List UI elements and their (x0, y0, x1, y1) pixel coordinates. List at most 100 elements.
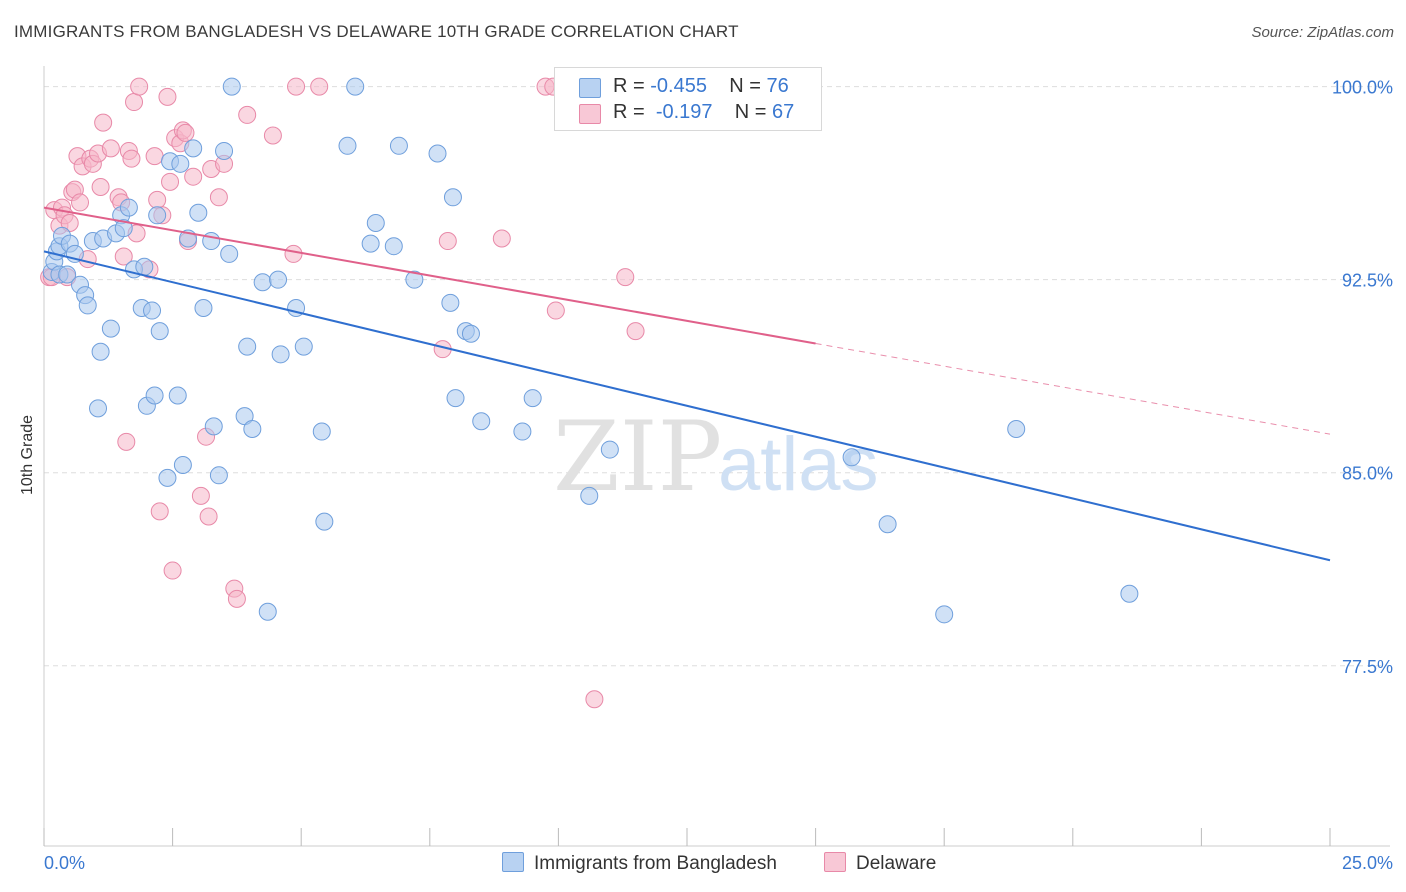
legend-n-value: 76 (766, 75, 789, 97)
delaware-point (145, 147, 164, 166)
delaware-point (148, 190, 167, 209)
legend-r-label: R = (613, 75, 645, 97)
bangladesh-point (1120, 584, 1139, 603)
bangladesh-point (384, 237, 403, 256)
delaware-point (150, 502, 169, 521)
legend-n-label: N = (734, 101, 767, 123)
delaware-point (122, 149, 141, 168)
delaware-point (158, 87, 177, 106)
bangladesh-point (441, 293, 460, 312)
delaware-point (287, 77, 306, 96)
delaware-trend-line (43, 206, 816, 345)
bangladesh-point (428, 144, 447, 163)
bangladesh-point (935, 605, 954, 624)
bangladesh-point (842, 448, 861, 467)
bangladesh-point (600, 440, 619, 459)
delaware-point (209, 188, 228, 207)
bangladesh-point (294, 337, 313, 356)
bangladesh-point (238, 337, 257, 356)
y-tick-label: 92.5% (1342, 271, 1393, 291)
bangladesh-point (204, 417, 223, 436)
bangladesh-point (222, 77, 241, 96)
delaware-point (284, 244, 303, 263)
delaware-point (616, 268, 635, 287)
bangladesh-point (513, 422, 532, 441)
bottom-legend-swatch-blue (502, 852, 524, 872)
bangladesh-point (158, 468, 177, 487)
y-tick-label: 100.0% (1332, 78, 1393, 98)
bangladesh-point (184, 139, 203, 158)
delaware-point (125, 93, 144, 112)
delaware-point (130, 77, 149, 96)
bangladesh-point (472, 412, 491, 431)
bottom-legend-label: Immigrants from Bangladesh (534, 853, 777, 874)
x-tick-label: 0.0% (44, 853, 85, 873)
delaware-point (492, 229, 511, 248)
delaware-point (438, 232, 457, 251)
delaware-point (585, 690, 604, 709)
delaware-points (40, 77, 645, 709)
bangladesh-point (253, 273, 272, 292)
bangladesh-point (101, 319, 120, 338)
bangladesh-point (119, 198, 138, 217)
bottom-legend-swatch-pink (824, 852, 846, 872)
bangladesh-point (91, 342, 110, 361)
bangladesh-point (315, 512, 334, 531)
delaware-point (94, 113, 113, 132)
legend-swatch-blue (579, 78, 601, 98)
y-tick-label: 77.5% (1342, 657, 1393, 677)
delaware-point (114, 247, 133, 266)
trend-lines (43, 206, 1331, 562)
bangladesh-point (148, 206, 167, 225)
bangladesh-point (194, 298, 213, 317)
bangladesh-point (312, 422, 331, 441)
bangladesh-point (580, 486, 599, 505)
bangladesh-point (338, 136, 357, 155)
bangladesh-point (143, 301, 162, 320)
bangladesh-points (42, 77, 1139, 624)
delaware-point (101, 139, 120, 158)
bangladesh-point (209, 466, 228, 485)
bangladesh-point (446, 389, 465, 408)
chart-title: IMMIGRANTS FROM BANGLADESH VS DELAWARE 1… (14, 22, 739, 41)
bangladesh-point (135, 257, 154, 276)
bangladesh-point (114, 219, 133, 238)
bangladesh-trend-line (43, 250, 1331, 562)
bangladesh-point (243, 419, 262, 438)
bangladesh-point (405, 270, 424, 289)
bangladesh-point (258, 602, 277, 621)
bangladesh-point (271, 345, 290, 364)
watermark-zip: ZIP (553, 401, 722, 513)
bangladesh-point (1007, 419, 1026, 438)
bangladesh-point (189, 203, 208, 222)
source-label: Source: ZipAtlas.com (1251, 24, 1394, 41)
bangladesh-point (346, 77, 365, 96)
bottom-legend-bangladesh: Immigrants from Bangladesh (502, 852, 777, 875)
delaware-point (626, 322, 645, 341)
bangladesh-point (145, 386, 164, 405)
delaware-point (227, 589, 246, 608)
bangladesh-point (173, 456, 192, 475)
axes (43, 66, 1390, 847)
legend-r-value: -0.455 (650, 75, 707, 97)
bangladesh-point (361, 234, 380, 253)
bangladesh-point (78, 296, 97, 315)
bangladesh-point (168, 386, 187, 405)
delaware-point (310, 77, 329, 96)
stats-legend: R = -0.455 N = 76 R = -0.197 N = 67 (554, 67, 822, 131)
delaware-point (191, 486, 210, 505)
bangladesh-point (150, 322, 169, 341)
legend-swatch-pink (579, 104, 601, 124)
delaware-point (117, 432, 136, 451)
bangladesh-point (171, 154, 190, 173)
y-tick-label: 85.0% (1342, 464, 1393, 484)
bangladesh-point (523, 389, 542, 408)
bangladesh-point (269, 270, 288, 289)
delaware-point (71, 193, 90, 212)
delaware-point (163, 561, 182, 580)
delaware-point (91, 177, 110, 196)
bangladesh-point (220, 244, 239, 263)
delaware-trend-line-extension (815, 343, 1331, 435)
delaware-point (238, 105, 257, 124)
